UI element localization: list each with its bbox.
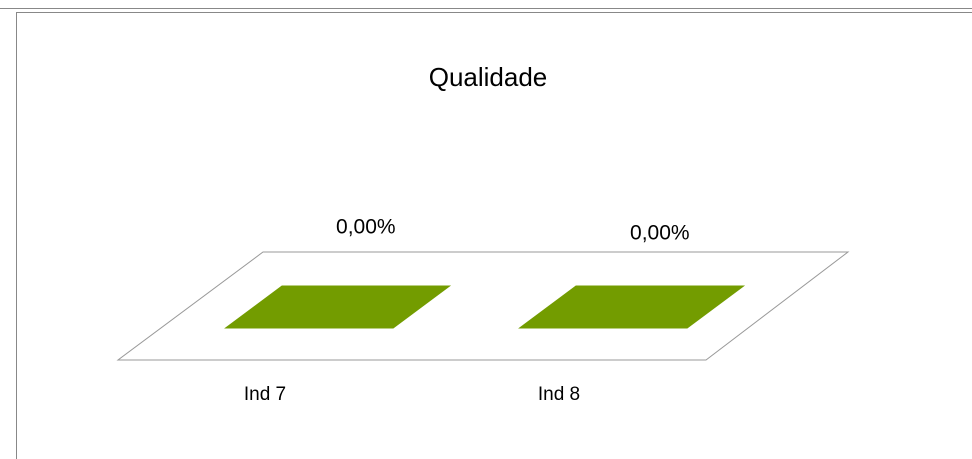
value-label: 0,00%: [336, 216, 396, 239]
bar: [518, 285, 746, 329]
value-label: 0,00%: [630, 222, 690, 245]
bar: [224, 285, 452, 329]
floor: [116, 251, 850, 361]
chart-frame: [16, 12, 972, 459]
x-tick-label: Ind 8: [538, 384, 580, 405]
chart-title: Qualidade: [429, 62, 548, 92]
x-tick-label: Ind 7: [244, 384, 286, 405]
